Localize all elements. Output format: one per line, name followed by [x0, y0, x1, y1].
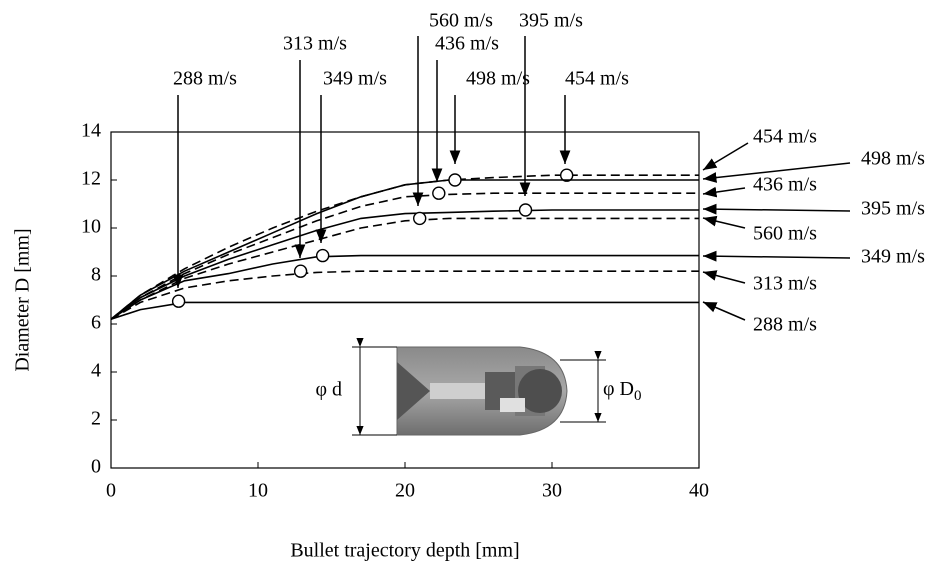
y-tick-label: 6 [91, 312, 101, 334]
right-arrow [702, 142, 749, 171]
top-label: 288 m/s [173, 68, 237, 90]
right-label: 498 m/s [861, 148, 925, 170]
series-line [110, 179, 699, 320]
right-arrow [702, 186, 746, 198]
transition-marker [293, 264, 308, 278]
right-arrow [702, 162, 851, 183]
transition-marker [432, 186, 446, 200]
x-tick-label: 10 [248, 480, 268, 502]
top-label: 313 m/s [283, 33, 347, 55]
series-line [110, 209, 699, 320]
y-tick-label: 14 [81, 120, 101, 142]
y-tick-label: 10 [81, 216, 101, 238]
right-label: 313 m/s [753, 273, 817, 295]
y-tick-label: 2 [91, 408, 101, 430]
right-arrow [702, 270, 746, 284]
series-line [110, 301, 699, 320]
y-axis-label: Diameter D [mm] [12, 228, 34, 371]
transition-marker [315, 248, 330, 263]
series-line [110, 192, 699, 320]
y-tick-label: 8 [91, 264, 101, 286]
transition-marker [448, 173, 462, 187]
right-label: 395 m/s [861, 198, 925, 220]
right-label: 454 m/s [753, 126, 817, 148]
series-line [110, 254, 699, 320]
transition-marker [560, 168, 574, 182]
y-tick-label: 12 [81, 168, 101, 190]
x-tick-label: 30 [542, 480, 562, 502]
right-label: 349 m/s [861, 246, 925, 268]
transition-marker [413, 211, 427, 226]
x-tick-label: 20 [395, 480, 415, 502]
top-label: 498 m/s [466, 68, 530, 90]
transition-marker [518, 203, 533, 217]
right-arrow [702, 250, 851, 262]
x-tick-label: 40 [689, 480, 709, 502]
series-line [110, 270, 699, 320]
bullet-inset: φ d φ D0 [315, 338, 642, 436]
transition-marker [171, 294, 186, 308]
top-label: 436 m/s [435, 33, 499, 55]
inset-label-d0-sub: 0 [634, 388, 642, 404]
top-label: 349 m/s [323, 68, 387, 90]
right-arrow [702, 301, 746, 321]
right-label: 288 m/s [753, 314, 817, 336]
right-arrow [702, 215, 746, 229]
inset-label-d0: φ D0 [603, 378, 642, 405]
y-tick-label: 4 [91, 360, 101, 382]
right-label: 436 m/s [753, 174, 817, 196]
y-tick-label: 0 [91, 456, 101, 478]
right-label: 560 m/s [753, 223, 817, 245]
top-label: 454 m/s [565, 68, 629, 90]
right-arrow [702, 203, 851, 215]
series-line [110, 174, 699, 320]
inset-label-d: φ d [315, 379, 342, 401]
top-label: 560 m/s [429, 10, 493, 32]
inset-label-d0-main: φ D [603, 378, 634, 400]
x-axis-label: Bullet trajectory depth [mm] [290, 540, 519, 562]
x-tick-label: 0 [106, 480, 116, 502]
top-label: 395 m/s [519, 10, 583, 32]
series-line [110, 217, 699, 320]
